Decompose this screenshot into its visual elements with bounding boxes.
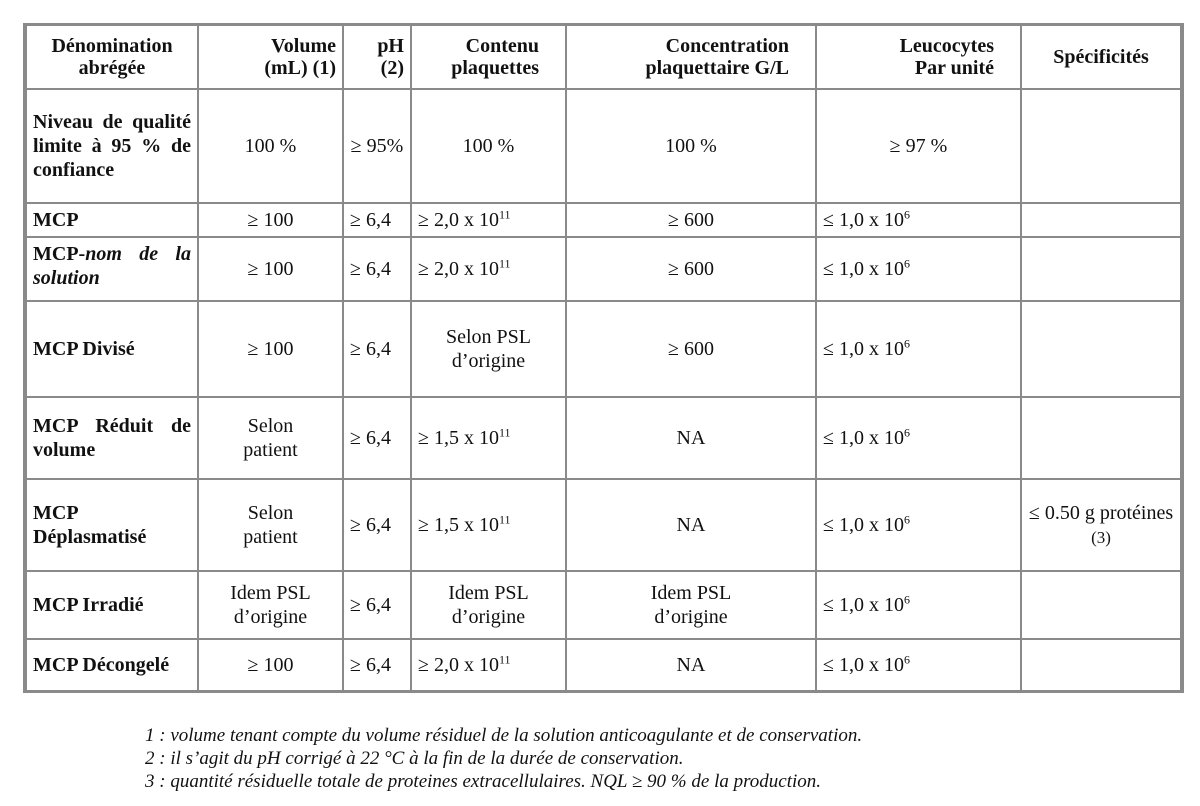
cell-concentration: ≥ 600 — [566, 203, 816, 237]
cell-concentration: ≥ 600 — [566, 301, 816, 397]
cell-specificites — [1021, 639, 1181, 691]
cell-leucocytes: ≤ 1,0 x 106 — [816, 301, 1021, 397]
cell-volume: ≥ 100 — [198, 301, 343, 397]
cell-concentration: NA — [566, 397, 816, 479]
cell-volume: Idem PSL d’origine — [198, 571, 343, 639]
cell-leucocytes: ≤ 1,0 x 106 — [816, 639, 1021, 691]
cell-volume: ≥ 100 — [198, 203, 343, 237]
cell-contenu: ≥ 2,0 x 1011 — [411, 203, 566, 237]
cell-leucocytes: ≥ 97 % — [816, 89, 1021, 203]
cell-concentration: ≥ 600 — [566, 237, 816, 301]
cell-contenu: ≥ 2,0 x 1011 — [411, 639, 566, 691]
row-name: Niveau de qualité limite à 95 % de confi… — [26, 89, 198, 203]
table-row: MCP-nom de la solution ≥ 100 ≥ 6,4 ≥ 2,0… — [26, 237, 1181, 301]
cell-leucocytes: ≤ 1,0 x 106 — [816, 571, 1021, 639]
table-row: MCP ≥ 100 ≥ 6,4 ≥ 2,0 x 1011 ≥ 600 ≤ 1,0… — [26, 203, 1181, 237]
cell-volume: ≥ 100 — [198, 639, 343, 691]
cell-specificites — [1021, 301, 1181, 397]
cell-contenu: ≥ 1,5 x 1011 — [411, 479, 566, 571]
header-contenu: Contenu plaquettes — [411, 25, 566, 89]
cell-specificites: ≤ 0.50 g protéines (3) — [1021, 479, 1181, 571]
cell-contenu: Idem PSL d’origine — [411, 571, 566, 639]
cell-specificites — [1021, 203, 1181, 237]
cell-leucocytes: ≤ 1,0 x 106 — [816, 203, 1021, 237]
table-row: MCP Réduit de volume Selon patient ≥ 6,4 … — [26, 397, 1181, 479]
cell-ph: ≥ 6,4 — [343, 397, 411, 479]
header-row: Dénomination abrégée Volume (mL) (1) pH (2)… — [26, 25, 1181, 89]
header-ph: pH (2) — [343, 25, 411, 89]
cell-specificites — [1021, 237, 1181, 301]
table-row: MCP Irradié Idem PSL d’origine ≥ 6,4 Idem… — [26, 571, 1181, 639]
cell-concentration: NA — [566, 639, 816, 691]
cell-ph: ≥ 6,4 — [343, 479, 411, 571]
cell-specificites — [1021, 89, 1181, 203]
row-name: MCP Décongelé — [26, 639, 198, 691]
row-name: MCP Divisé — [26, 301, 198, 397]
table-row: MCP Divisé ≥ 100 ≥ 6,4 Selon PSL d’origin… — [26, 301, 1181, 397]
cell-specificites — [1021, 571, 1181, 639]
header-specificites: Spécificités — [1021, 25, 1181, 89]
footnotes: 1 : volume tenant compte du volume résid… — [145, 724, 862, 793]
cell-ph: ≥ 6,4 — [343, 301, 411, 397]
cell-ph: ≥ 6,4 — [343, 571, 411, 639]
footnote-2: 2 : il s’agit du pH corrigé à 22 °C à la… — [145, 748, 684, 769]
header-denomination: Dénomination abrégée — [26, 25, 198, 89]
cell-leucocytes: ≤ 1,0 x 106 — [816, 397, 1021, 479]
footnote-1: 1 : volume tenant compte du volume résid… — [145, 725, 863, 746]
cell-volume: ≥ 100 — [198, 237, 343, 301]
row-name: MCP-nom de la solution — [26, 237, 198, 301]
cell-contenu: ≥ 1,5 x 1011 — [411, 397, 566, 479]
table-row: MCP Décongelé ≥ 100 ≥ 6,4 ≥ 2,0 x 1011 N… — [26, 639, 1181, 691]
cell-concentration: 100 % — [566, 89, 816, 203]
footnote-3: 3 : quantité résiduelle totale de protei… — [145, 771, 822, 792]
cell-ph: ≥ 6,4 — [343, 203, 411, 237]
cell-concentration: Idem PSL d’origine — [566, 571, 816, 639]
cell-contenu: Selon PSL d’origine — [411, 301, 566, 397]
cell-volume: Selon patient — [198, 397, 343, 479]
cell-contenu: 100 % — [411, 89, 566, 203]
cell-leucocytes: ≤ 1,0 x 106 — [816, 479, 1021, 571]
row-name: MCP Irradié — [26, 571, 198, 639]
cell-concentration: NA — [566, 479, 816, 571]
cell-specificites — [1021, 397, 1181, 479]
table-row-quality: Niveau de qualité limite à 95 % de confi… — [26, 89, 1181, 203]
cell-ph: ≥ 6,4 — [343, 237, 411, 301]
header-leucocytes: Leucocytes Par unité — [816, 25, 1021, 89]
cell-volume: 100 % — [198, 89, 343, 203]
row-name: MCP Déplasmatisé — [26, 479, 198, 571]
cell-ph: ≥ 95% — [343, 89, 411, 203]
cell-contenu: ≥ 2,0 x 1011 — [411, 237, 566, 301]
row-name: MCP — [26, 203, 198, 237]
cell-leucocytes: ≤ 1,0 x 106 — [816, 237, 1021, 301]
header-volume: Volume (mL) (1) — [198, 25, 343, 89]
table-row: MCP Déplasmatisé Selon patient ≥ 6,4 ≥ 1,5… — [26, 479, 1181, 571]
cell-ph: ≥ 6,4 — [343, 639, 411, 691]
header-concentration: Concentration plaquettaire G/L — [566, 25, 816, 89]
row-name: MCP Réduit de volume — [26, 397, 198, 479]
cell-volume: Selon patient — [198, 479, 343, 571]
specifications-table: Dénomination abrégée Volume (mL) (1) pH (2)… — [23, 23, 1184, 693]
